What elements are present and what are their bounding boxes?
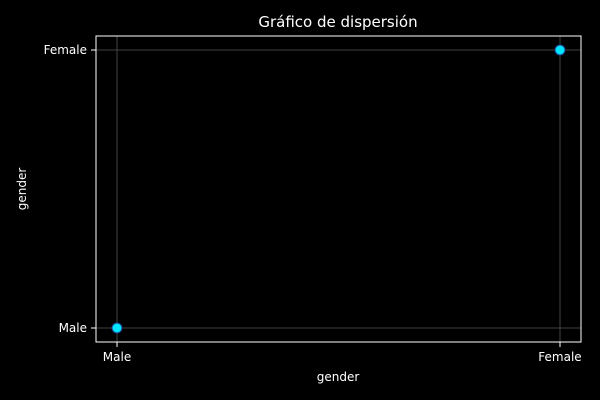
data-points (111, 44, 566, 334)
y-tick-label: Female (44, 43, 87, 57)
x-axis-label: gender (317, 370, 360, 384)
plot-area-frame (95, 35, 582, 343)
axis-ticks: Male Female Male Female (44, 43, 582, 364)
y-axis-label: gender (15, 168, 29, 211)
y-tick-label: Male (59, 321, 87, 335)
scatter-point (111, 322, 123, 334)
chart-title: Gráfico de dispersión (258, 13, 417, 31)
grid-lines (96, 36, 581, 342)
x-tick-label: Female (538, 350, 581, 364)
scatter-point (554, 44, 566, 56)
x-tick-label: Male (103, 350, 131, 364)
